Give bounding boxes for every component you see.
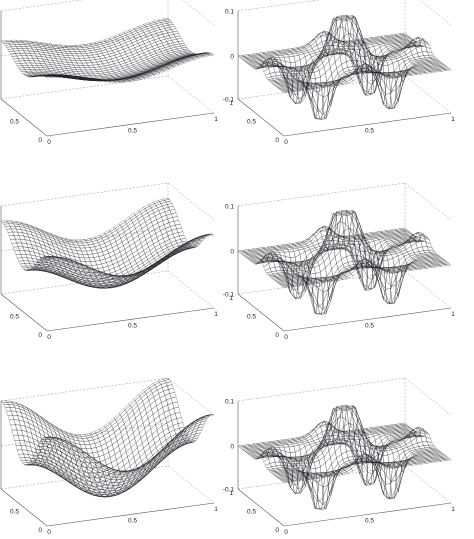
y-tick-label: 1	[229, 295, 233, 302]
tick-labels: 0.1 0 -0.1 0 0.5 1 0 0.5 1	[223, 204, 455, 342]
surface-mesh	[0, 17, 215, 83]
tick-labels: 0.1 0 -0.1 0 0.5 1 0 0.5 1	[223, 9, 455, 147]
x-tick-label: 0.5	[365, 518, 374, 525]
axis-box	[237, 377, 452, 527]
x-tick-label: 0.5	[128, 518, 137, 525]
x-tick-label: 1	[451, 311, 455, 318]
surface-mesh	[237, 209, 452, 315]
y-tick-label: 0	[275, 137, 279, 144]
y-tick-label: 0.5	[247, 509, 256, 516]
surface-mesh	[237, 14, 452, 120]
surface-panel-row3-right: 0.1 0 -0.1 0 0.5 1 0 0.5 1	[223, 377, 455, 537]
z-tick-label: -0.1	[223, 97, 235, 104]
z-tick-label: -0.1	[223, 292, 235, 299]
y-tick-label: 0	[38, 137, 42, 144]
x-tick-label: 0.5	[128, 128, 137, 135]
z-tick-label: -0.1	[223, 487, 235, 494]
z-tick-label: 0.1	[225, 204, 234, 211]
axis-box	[237, 182, 452, 332]
surface-mesh	[0, 377, 215, 498]
x-tick-label: 1	[451, 506, 455, 513]
x-tick-label: 1	[214, 506, 218, 513]
x-tick-label: 0	[284, 529, 288, 536]
y-tick-label: 0.5	[10, 119, 19, 126]
tick-labels: 0.1 0 -0.1 0 0.5 1 0 0.5 1	[223, 399, 455, 537]
surface-panel-row2-right: 0.1 0 -0.1 0 0.5 1 0 0.5 1	[223, 182, 455, 342]
z-tick-label: 0	[230, 54, 234, 61]
axis-box	[0, 0, 215, 137]
x-tick-label: 0.5	[365, 323, 374, 330]
x-tick-label: 0	[284, 139, 288, 146]
x-tick-label: 1	[451, 116, 455, 123]
y-tick-label: 1	[229, 100, 233, 107]
x-tick-label: 0	[47, 334, 51, 341]
x-tick-label: 0.5	[365, 128, 374, 135]
x-tick-label: 1	[214, 311, 218, 318]
z-tick-label: 0	[230, 444, 234, 451]
surface-mesh	[237, 404, 452, 510]
x-tick-label: 0	[284, 334, 288, 341]
surface-panel-row1-right: 0.1 0 -0.1 0 0.5 1 0 0.5 1	[223, 0, 455, 146]
y-tick-label: 0	[275, 332, 279, 339]
y-tick-label: 0.5	[247, 314, 256, 321]
z-tick-label: 0.1	[225, 399, 234, 406]
x-tick-label: 0	[47, 529, 51, 536]
y-tick-label: 0.5	[10, 314, 19, 321]
surface-mesh	[0, 197, 215, 289]
z-tick-label: 0.1	[225, 9, 234, 16]
y-tick-label: 1	[229, 490, 233, 497]
x-tick-label: 0	[47, 139, 51, 146]
y-tick-label: 0.5	[10, 509, 19, 516]
y-tick-label: 0.5	[247, 119, 256, 126]
z-tick-label: 0	[230, 249, 234, 256]
axis-box	[0, 377, 215, 527]
axis-box	[0, 182, 215, 332]
y-tick-label: 0	[38, 527, 42, 534]
x-tick-label: 1	[214, 116, 218, 123]
y-tick-label: 0	[275, 527, 279, 534]
y-tick-label: 0	[38, 332, 42, 339]
x-tick-label: 0.5	[128, 323, 137, 330]
